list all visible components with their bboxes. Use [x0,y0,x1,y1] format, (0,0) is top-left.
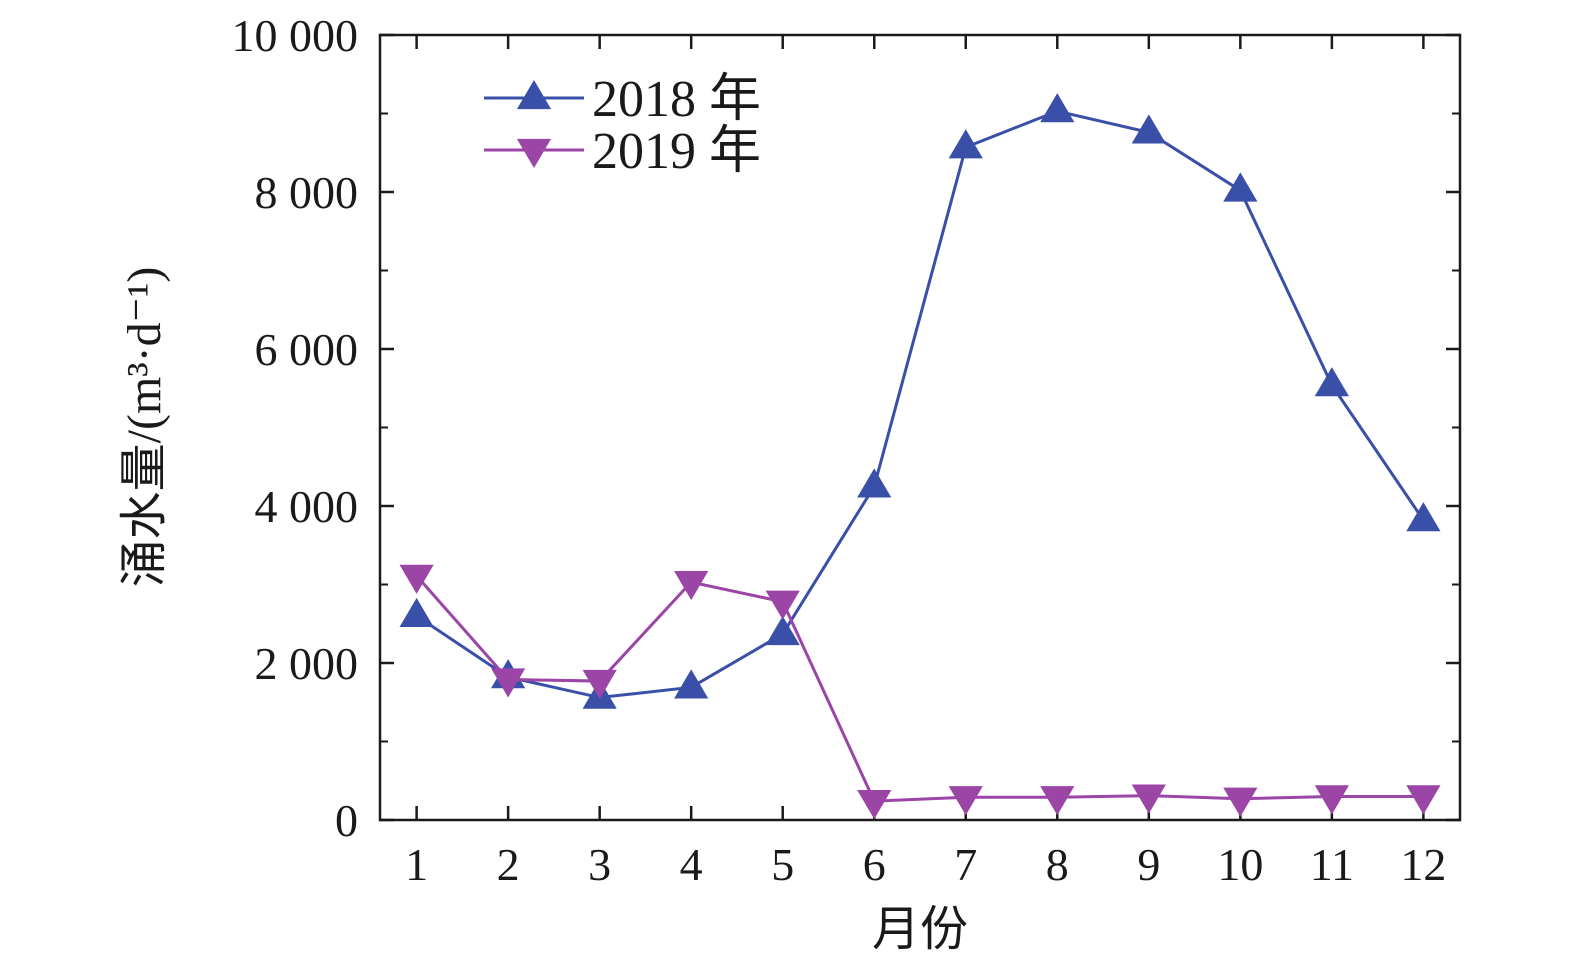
x-tick-label: 10 [1217,839,1263,890]
y-axis: 0 2 000 4 000 6 000 8 000 10 000 [232,10,1460,846]
y-axis-label: 涌水量/(m³·d⁻¹) [118,267,171,588]
data-point [1223,787,1258,817]
data-point [948,129,983,159]
series-1 [399,93,1441,709]
x-tick-label: 4 [680,839,703,890]
data-point [765,615,800,646]
data-point [857,790,892,820]
x-tick-label: 8 [1046,839,1069,890]
data-point [948,786,983,816]
data-point [765,590,800,620]
data-point [1406,785,1441,815]
x-tick-label: 7 [954,839,977,890]
x-tick-label: 12 [1400,839,1446,890]
data-point [491,668,526,698]
data-point [1131,114,1166,144]
y-tick-label: 2 000 [255,638,359,689]
x-tick-label: 11 [1310,839,1354,890]
series-line [415,574,1424,803]
x-tick-label: 3 [588,839,611,890]
series-layer [399,93,1441,820]
data-point [674,669,709,699]
y-tick-label: 0 [335,795,358,846]
series-line [415,109,1425,700]
data-point [1314,785,1349,815]
x-tick-label: 9 [1137,839,1160,890]
legend-marker [516,80,552,110]
y-tick-label: 8 000 [255,167,359,218]
x-tick-label: 6 [863,839,886,890]
data-point [582,669,617,700]
data-point [1040,93,1075,123]
data-point [399,564,434,594]
x-axis: 1 2 3 4 5 6 7 8 9 10 11 12 [405,35,1446,890]
y-tick-label: 6 000 [255,324,359,375]
data-point [1131,784,1166,814]
data-point [1223,172,1258,202]
data-point [674,570,709,601]
legend-label: 2018 年 [592,71,761,128]
series-2 [399,564,1441,820]
data-point [399,597,434,628]
data-point [857,468,892,498]
x-axis-label: 月份 [872,903,968,956]
legend-item: 2018 年 [484,71,761,128]
x-tick-label: 5 [771,839,794,890]
data-point [1406,502,1441,532]
x-tick-label: 1 [405,839,428,890]
legend-label: 2019 年 [592,123,761,180]
y-tick-label: 10 000 [232,10,359,61]
data-point [1314,367,1349,397]
y-tick-label: 4 000 [255,481,359,532]
x-tick-label: 2 [497,839,520,890]
legend-item: 2019 年 [484,123,761,180]
legend-marker [516,138,552,168]
data-point [1040,786,1075,816]
